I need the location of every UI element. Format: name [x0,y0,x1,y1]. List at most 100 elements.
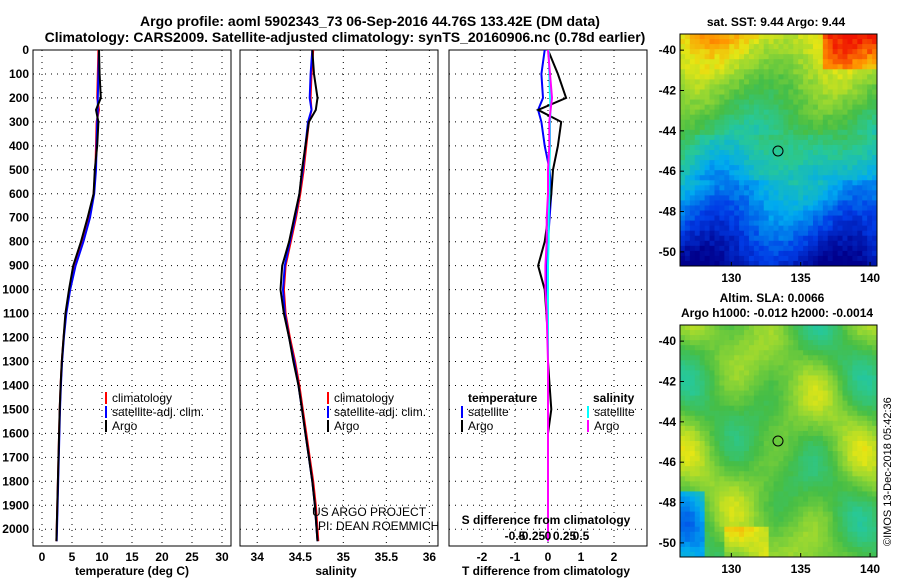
map-cell [734,506,740,513]
map-cell [817,99,824,106]
map-cell [734,185,740,191]
map-cell [803,531,809,538]
map-cell [739,451,745,457]
map-cell [709,471,716,477]
map-cell [773,420,780,427]
map-cell [837,250,844,257]
map-cell [803,375,809,382]
map-cell [793,466,799,472]
map-cell [812,260,819,266]
map-cell [822,365,829,371]
map-cell [680,165,686,171]
map-cell [822,425,829,432]
map-cell [842,380,849,387]
map-cell [788,64,794,70]
map-cell [680,511,686,518]
map-cell [748,225,755,232]
map-cell [832,400,839,407]
map-cell [704,511,711,518]
map-cell [729,210,735,217]
map-cell [788,385,794,392]
map-cell [817,109,824,116]
map-cell [822,160,829,166]
map-cell [699,461,706,467]
map-cell [704,325,711,331]
map-cell [739,546,745,553]
map-cell [684,350,691,356]
map-cell [847,139,853,146]
map-cell [808,225,814,232]
map-cell [758,160,765,166]
map-cell [689,129,696,136]
map-cell [842,104,849,111]
map-cell [753,536,760,543]
map-cell [694,521,701,528]
map-cell [719,466,725,472]
map-cell [832,476,839,482]
map-cell [739,225,745,232]
map-cell [709,481,716,487]
map-cell [822,481,829,487]
map-cell [699,84,706,91]
map-cell [867,205,873,212]
map-cell [724,235,730,242]
map-cell [763,185,770,191]
map-cell [827,165,834,171]
map-cell [763,225,770,232]
map-cell [847,430,853,437]
map-cell [694,385,701,392]
map-cell [788,415,794,422]
map-cell [773,531,780,538]
map-cell [788,511,794,518]
map-cell [798,410,804,417]
map-cell [872,99,877,106]
map-cell [719,491,725,498]
map-cell [763,511,770,518]
map-cell [812,79,819,86]
map-cell [748,59,755,65]
map-cell [684,491,691,498]
map-cell [699,175,706,181]
map-cell [758,129,765,136]
map-cell [739,39,745,45]
map-cell [822,345,829,351]
map-cell [778,190,785,196]
map-cell [704,481,711,487]
map-cell [872,365,877,371]
map-cell [862,415,868,422]
map-cell [709,129,716,136]
map-cell [724,446,730,452]
map-cell [827,175,834,181]
map-cell [803,410,809,417]
map-cell [867,405,873,412]
map-cell [847,466,853,472]
map-cell [744,255,750,262]
map-cell [862,250,868,257]
map-cell [739,420,745,427]
map-cell [808,49,814,55]
map-cell [724,541,730,548]
map-cell [758,195,765,202]
map-cell [694,420,701,427]
map-cell [734,420,740,427]
map-cell [773,175,780,181]
map-cell [872,170,877,176]
map-cell [837,129,844,136]
map-cell [778,335,785,341]
map-cell [842,195,849,202]
map-cell [857,94,863,101]
map-cell [719,506,725,513]
map-cell [729,255,735,262]
map-cell [734,150,740,156]
map-cell [842,350,849,356]
map-cell [714,114,720,121]
map-y-tick-label: -50 [659,536,677,550]
map-cell [788,79,794,86]
map-cell [798,104,804,111]
map-cell [842,471,849,477]
map-cell [852,114,858,121]
map-cell [763,255,770,262]
map-cell [763,506,770,513]
map-cell [803,491,809,498]
map-cell [729,335,735,341]
